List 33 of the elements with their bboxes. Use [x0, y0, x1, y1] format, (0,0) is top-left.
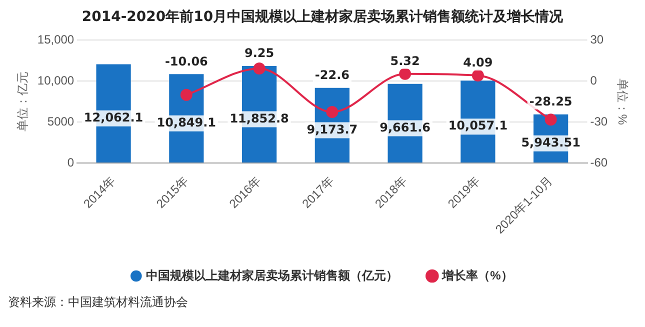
legend-label: 中国规模以上建材家居卖场累计销售额（亿元）	[146, 268, 398, 282]
point	[472, 70, 484, 82]
data-label: -10.06	[164, 54, 208, 68]
data-label: 11,852.8	[230, 111, 289, 126]
y-tick-label: 5000	[47, 114, 74, 128]
legend-label: 增长率（%）	[441, 268, 513, 282]
data-label: 9,173.7	[306, 122, 358, 136]
y-axis-title: 单位：亿元	[16, 72, 30, 132]
y2-tick-label: -60	[590, 155, 608, 170]
y2-tick-label: 0	[590, 73, 598, 88]
data-label: 10,849.1	[156, 115, 216, 130]
point	[544, 114, 557, 126]
y-tick-label: 0	[67, 155, 74, 170]
y2-tick-label: -30	[590, 114, 608, 128]
y2-tick-label: 30	[590, 32, 604, 47]
y-tick-label: 10,000	[37, 73, 74, 88]
text: 资料来源：中国建筑材料流通协会	[8, 294, 189, 311]
point	[253, 62, 266, 75]
data-label: 9.25	[244, 46, 274, 60]
point	[180, 88, 192, 101]
data-label: 5.32	[390, 54, 420, 68]
point	[399, 68, 412, 80]
data-label: -22.6	[314, 68, 350, 82]
data-label: 9,661.6	[380, 120, 430, 134]
data-label: 12,062.1	[84, 110, 144, 124]
y-tick-label: 15,000	[37, 32, 74, 47]
chart-title: 2014-2020年前10月中国规模以上建材家居卖场累计销售额统计及增长情况	[80, 8, 564, 26]
point	[326, 106, 338, 118]
data-label: 4.09	[463, 56, 493, 70]
data-label: -28.25	[529, 94, 572, 108]
y2-axis-title: 单位：%	[615, 78, 630, 126]
data-label: 10,057.1	[448, 118, 508, 133]
data-label: 5,943.51	[521, 136, 580, 150]
